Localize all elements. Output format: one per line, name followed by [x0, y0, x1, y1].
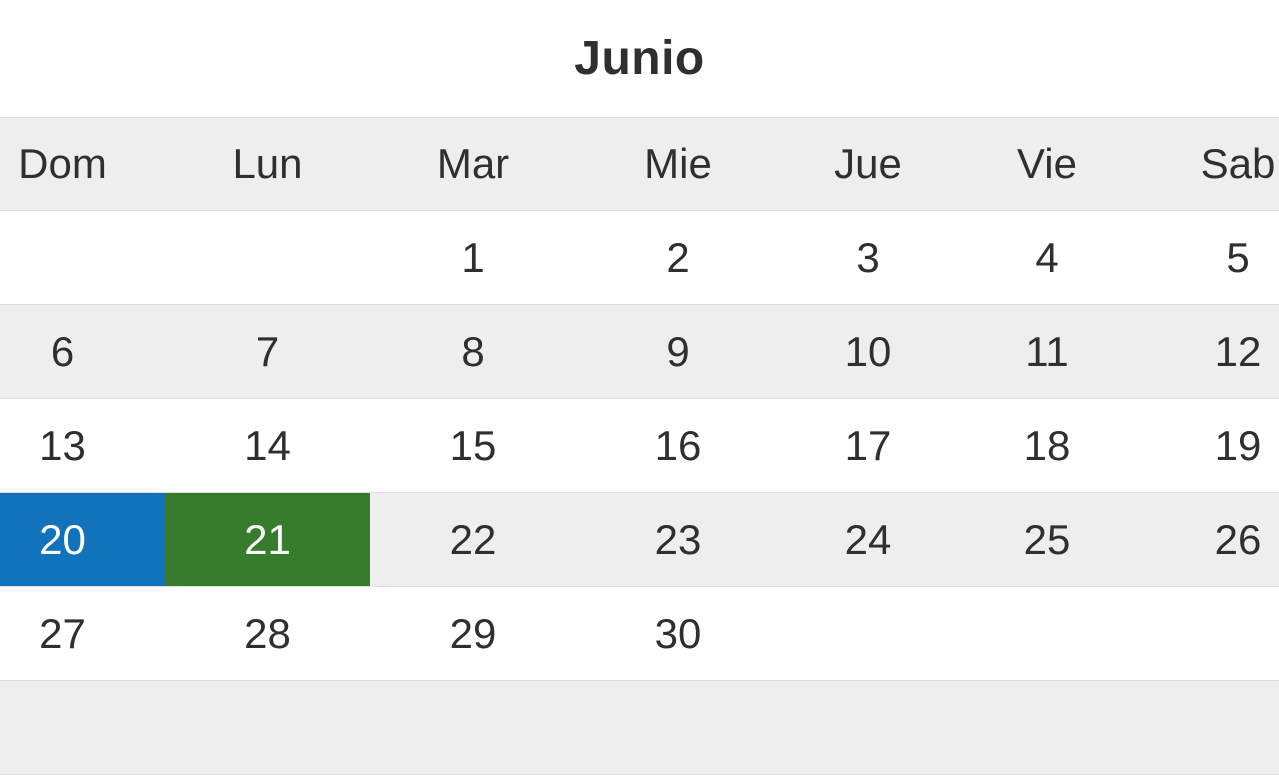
day-cell: 30 [654, 609, 702, 657]
day-cell: 12 [1138, 304, 1279, 399]
day-cell: 22 [370, 492, 576, 587]
day-cell: 11 [956, 304, 1138, 399]
day-cell: 4 [1035, 233, 1059, 281]
day-cell [370, 680, 576, 775]
week-row-2: 6 7 8 9 10 11 12 [0, 304, 1279, 399]
day-cell [956, 680, 1138, 775]
day-cell: 26 [1138, 492, 1279, 587]
day-cell: 28 [244, 609, 291, 657]
day-cell: 9 [576, 304, 780, 399]
day-cell [780, 680, 956, 775]
day-cell: 29 [449, 609, 497, 657]
day-cell: 15 [449, 421, 497, 469]
day-cell: 1 [461, 233, 485, 281]
day-cell-highlighted-blue: 20 [0, 492, 165, 587]
day-cell: 14 [244, 421, 291, 469]
weekday-dom: Dom [0, 117, 165, 211]
weekday-header-row: Dom Lun Mar Mie Jue Vie Sab [0, 117, 1279, 211]
day-cell [780, 587, 956, 681]
day-cell: 24 [780, 492, 956, 587]
month-title: Junio [574, 32, 705, 85]
day-cell [956, 587, 1138, 681]
day-cell: 18 [1023, 421, 1071, 469]
weekday-sab: Sab [1138, 117, 1279, 211]
week-row-4: 20 21 22 23 24 25 26 [0, 492, 1279, 587]
weekday-mie: Mie [576, 117, 780, 211]
day-cell: 23 [576, 492, 780, 587]
day-cell [0, 680, 165, 775]
calendar-container: Dom Lun Mar Mie Jue Vie Sab 1 2 3 4 5 6 [0, 117, 1279, 775]
weekday-lun: Lun [165, 117, 370, 211]
day-cell-highlighted-green: 21 [165, 492, 370, 587]
day-cell: 3 [856, 233, 880, 281]
week-row-5: 27 28 29 30 [0, 587, 1279, 681]
day-cell [165, 211, 370, 305]
week-row-1: 1 2 3 4 5 [0, 211, 1279, 305]
calendar-table: Dom Lun Mar Mie Jue Vie Sab 1 2 3 4 5 6 [0, 117, 1279, 775]
weekday-mar: Mar [370, 117, 576, 211]
day-cell: 19 [1214, 421, 1262, 469]
day-cell: 16 [654, 421, 702, 469]
weekday-vie: Vie [956, 117, 1138, 211]
day-cell [1138, 587, 1279, 681]
day-cell: 17 [844, 421, 892, 469]
day-cell: 5 [1226, 233, 1250, 281]
day-cell: 25 [956, 492, 1138, 587]
day-cell: 27 [39, 609, 86, 657]
day-cell: 8 [370, 304, 576, 399]
title-bar: Junio [0, 0, 1279, 117]
day-cell: 2 [666, 233, 690, 281]
day-cell: 7 [165, 304, 370, 399]
day-cell: 6 [0, 304, 165, 399]
week-row-3: 13 14 15 16 17 18 19 [0, 399, 1279, 493]
day-cell [0, 211, 165, 305]
weekday-jue: Jue [780, 117, 956, 211]
day-cell: 10 [780, 304, 956, 399]
day-cell [576, 680, 780, 775]
day-cell [165, 680, 370, 775]
day-cell [1138, 680, 1279, 775]
week-row-6 [0, 680, 1279, 775]
day-cell: 13 [39, 421, 86, 469]
